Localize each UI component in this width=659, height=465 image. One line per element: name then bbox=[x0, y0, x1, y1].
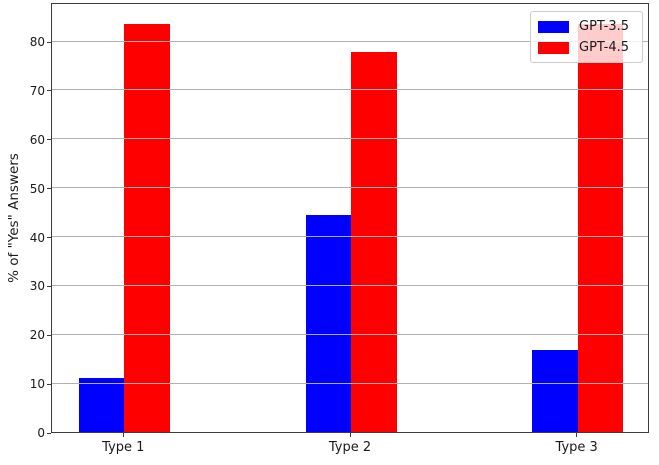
y-axis-label: % of "Yes" Answers bbox=[6, 153, 22, 283]
bar-gpt-3.5-type-2 bbox=[305, 215, 351, 432]
xtick-mark-type-2 bbox=[349, 433, 351, 437]
ytick-label-0: 0 bbox=[37, 426, 45, 440]
legend-label-gpt-4.5: GPT-4.5 bbox=[579, 40, 630, 55]
ytick-mark-50 bbox=[47, 188, 51, 190]
legend-item-gpt-3.5: GPT-3.5 bbox=[538, 16, 635, 37]
xtick-label-type-1: Type 1 bbox=[102, 440, 145, 455]
ytick-mark-10 bbox=[47, 383, 51, 385]
legend-item-gpt-4.5: GPT-4.5 bbox=[538, 37, 635, 58]
ytick-mark-70 bbox=[47, 90, 51, 92]
ytick-mark-30 bbox=[47, 285, 51, 287]
ytick-label-70: 70 bbox=[29, 83, 45, 98]
ytick-mark-40 bbox=[47, 237, 51, 239]
ytick-label-10: 10 bbox=[29, 377, 45, 392]
bars-layer bbox=[52, 4, 648, 432]
xtick-mark-type-3 bbox=[576, 433, 578, 437]
ytick-mark-60 bbox=[47, 139, 51, 141]
ytick-label-60: 60 bbox=[29, 132, 45, 147]
ytick-label-40: 40 bbox=[29, 230, 45, 245]
xtick-label-type-2: Type 2 bbox=[328, 440, 372, 455]
bar-gpt-4.5-type-1 bbox=[124, 24, 170, 432]
legend-label-gpt-3.5: GPT-3.5 bbox=[579, 19, 630, 34]
xtick-mark-type-1 bbox=[122, 433, 124, 437]
legend: GPT-3.5 GPT-4.5 bbox=[530, 11, 643, 63]
ytick-label-50: 50 bbox=[29, 181, 45, 196]
bar-gpt-3.5-type-1 bbox=[78, 377, 125, 432]
ytick-label-80: 80 bbox=[29, 35, 45, 50]
ytick-mark-80 bbox=[47, 41, 51, 43]
bar-gpt-3.5-type-3 bbox=[532, 350, 578, 432]
ytick-label-30: 30 bbox=[29, 279, 45, 294]
legend-swatch-gpt-3.5 bbox=[538, 20, 569, 33]
legend-swatch-gpt-4.5 bbox=[538, 41, 569, 54]
ytick-label-20: 20 bbox=[29, 328, 45, 343]
bar-gpt-4.5-type-3 bbox=[577, 24, 624, 432]
bar-gpt-4.5-type-2 bbox=[351, 51, 397, 432]
xtick-label-type-3: Type 3 bbox=[555, 440, 598, 455]
ytick-mark-20 bbox=[47, 334, 51, 336]
ytick-mark-0 bbox=[47, 432, 51, 434]
plot-area bbox=[51, 3, 649, 433]
